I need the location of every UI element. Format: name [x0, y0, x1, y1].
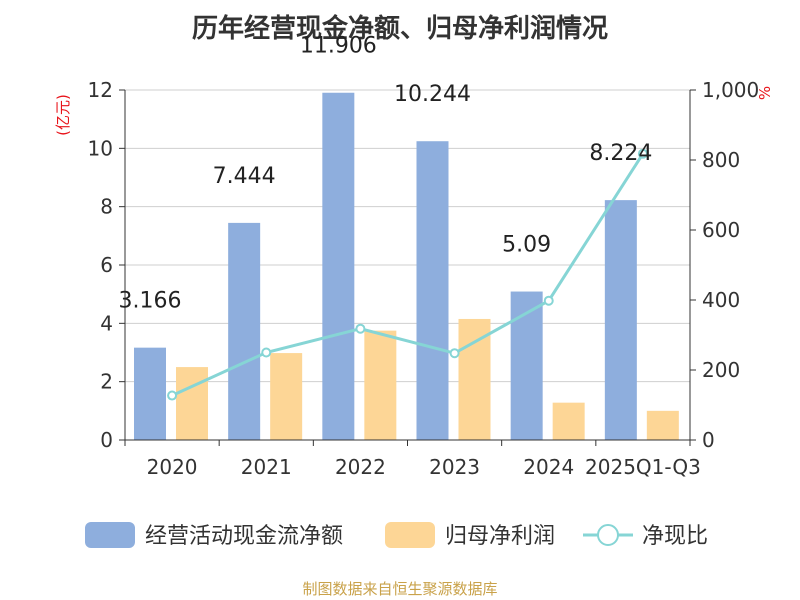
line-series — [167, 148, 648, 401]
axes: 0 2 4 6 8 10 12 0 200 400 600 800 1,000 (亿元)% 2020 2021… — [54, 78, 774, 479]
legend-swatch-net-profit — [385, 522, 435, 548]
bar-net-profit — [646, 410, 679, 440]
right-unit-label: % — [756, 86, 774, 100]
left-tick-label: 4 — [100, 311, 113, 335]
x-tick-label: 2022 — [335, 455, 386, 479]
ratio-point — [167, 390, 178, 401]
left-tick-label: 2 — [100, 370, 113, 394]
bar-cashflow — [322, 92, 355, 440]
x-tick-label: 2020 — [147, 455, 198, 479]
ratio-point — [637, 148, 648, 159]
bar-series — [134, 92, 679, 440]
x-tick-label: 2024 — [523, 455, 574, 479]
right-tick-label: 400 — [702, 288, 740, 312]
legend-label-net-profit: 归母净利润 — [445, 524, 555, 549]
chart-title: 历年经营现金净额、归母净利润情况 — [191, 14, 608, 44]
bar-net-profit — [364, 330, 397, 440]
left-tick-label: 12 — [88, 78, 113, 102]
bar-value-label: 11.906 — [300, 34, 377, 59]
legend-marker-ratio — [597, 524, 619, 546]
x-tick-label: 2021 — [241, 455, 292, 479]
ratio-point — [355, 323, 366, 334]
left-unit-label: (亿元) — [54, 94, 72, 136]
ratio-point — [449, 348, 460, 359]
left-tick-label: 8 — [100, 195, 113, 219]
bar-value-label: 5.09 — [502, 233, 551, 258]
source-note: 制图数据来自恒生聚源数据库 — [302, 580, 498, 598]
bar-value-label: 10.244 — [394, 82, 471, 107]
legend-swatch-cashflow — [85, 522, 135, 548]
data-labels: 3.166 7.444 11.906 10.244 5.09 8.224 — [119, 34, 653, 314]
bar-cashflow — [134, 347, 166, 440]
x-tick-label: 2023 — [429, 455, 480, 479]
left-tick-label: 10 — [88, 136, 113, 160]
ratio-point — [543, 295, 554, 306]
bar-net-profit — [270, 353, 303, 440]
legend-label-ratio: 净现比 — [642, 524, 708, 549]
legend: 经营活动现金流净额 归母净利润 净现比 — [85, 522, 708, 549]
left-tick-label: 6 — [100, 253, 113, 277]
bar-cashflow — [228, 222, 261, 440]
right-tick-label: 0 — [702, 428, 715, 452]
left-tick-label: 0 — [100, 428, 113, 452]
bar-net-profit — [552, 402, 585, 440]
bar-value-label: 3.166 — [119, 289, 182, 314]
right-tick-label: 800 — [702, 148, 740, 172]
legend-label-cashflow: 经营活动现金流净额 — [145, 524, 343, 549]
bar-cashflow — [510, 291, 543, 440]
bar-cashflow — [604, 200, 637, 440]
right-tick-label: 1,000 — [702, 78, 759, 102]
bar-value-label: 8.224 — [589, 141, 652, 166]
right-tick-label: 600 — [702, 218, 740, 242]
ratio-line — [171, 152, 645, 397]
bar-net-profit — [176, 367, 208, 440]
ratio-point — [261, 347, 272, 358]
bar-net-profit — [458, 318, 491, 440]
bar-value-label: 7.444 — [213, 164, 276, 189]
right-tick-label: 200 — [702, 358, 740, 382]
x-tick-label: 2025Q1-Q3 — [585, 455, 701, 479]
bar-cashflow — [416, 141, 449, 440]
